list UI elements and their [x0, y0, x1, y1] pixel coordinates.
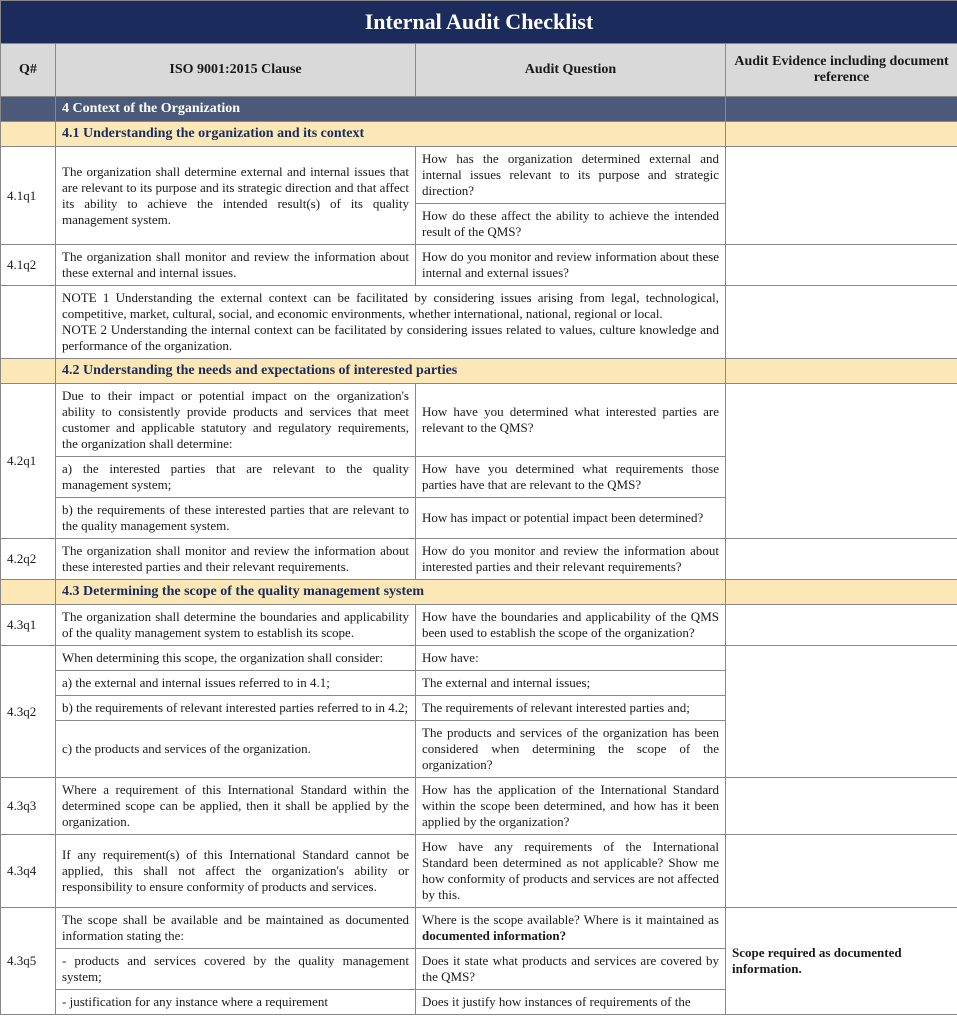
clause-43q5-a: - products and services covered by the q… [56, 949, 416, 990]
question-43q2-intro: How have: [416, 646, 726, 671]
clause-41q2: The organization shall monitor and revie… [56, 245, 416, 286]
title-row: Internal Audit Checklist [1, 1, 957, 44]
subsection-41-label: 4.1 Understanding the organization and i… [56, 122, 726, 147]
row-note-41: NOTE 1 Understanding the external contex… [1, 286, 957, 359]
row-41q2: 4.1q2 The organization shall monitor and… [1, 245, 957, 286]
section-4-label: 4 Context of the Organization [56, 97, 726, 122]
clause-43q4: If any requirement(s) of this Internatio… [56, 835, 416, 908]
q-41q2: 4.1q2 [1, 245, 56, 286]
row-43q1: 4.3q1 The organization shall determine t… [1, 605, 957, 646]
q-42q2: 4.2q2 [1, 539, 56, 580]
question-43q2-b: The requirements of relevant interested … [416, 696, 726, 721]
q-43q2: 4.3q2 [1, 646, 56, 778]
header-q: Q# [1, 44, 56, 97]
clause-43q3: Where a requirement of this Internationa… [56, 778, 416, 835]
clause-43q5-b: - justification for any instance where a… [56, 990, 416, 1015]
row-43q4: 4.3q4 If any requirement(s) of this Inte… [1, 835, 957, 908]
subsection-42: 4.2 Understanding the needs and expectat… [1, 359, 957, 384]
header-clause: ISO 9001:2015 Clause [56, 44, 416, 97]
question-41q1-1: How has the organization determined exte… [416, 147, 726, 204]
question-43q3: How has the application of the Internati… [416, 778, 726, 835]
question-43q5-intro: Where is the scope available? Where is i… [416, 908, 726, 949]
question-42q2: How do you monitor and review the inform… [416, 539, 726, 580]
header-evidence: Audit Evidence including document refere… [726, 44, 957, 97]
q-41q1: 4.1q1 [1, 147, 56, 245]
page-title: Internal Audit Checklist [1, 1, 957, 44]
question-43q2-c: The products and services of the organiz… [416, 721, 726, 778]
evidence-41q1 [726, 147, 957, 245]
question-41q2: How do you monitor and review informatio… [416, 245, 726, 286]
subsection-42-label: 4.2 Understanding the needs and expectat… [56, 359, 726, 384]
note-41: NOTE 1 Understanding the external contex… [56, 286, 726, 359]
clause-42q2: The organization shall monitor and revie… [56, 539, 416, 580]
question-42q1-2: How have you determined what requirement… [416, 457, 726, 498]
row-43q3: 4.3q3 Where a requirement of this Intern… [1, 778, 957, 835]
clause-43q2-c: c) the products and services of the orga… [56, 721, 416, 778]
clause-43q2-b: b) the requirements of relevant interest… [56, 696, 416, 721]
question-43q5-a: Does it state what products and services… [416, 949, 726, 990]
audit-checklist-table: Internal Audit Checklist Q# ISO 9001:201… [0, 0, 957, 1015]
clause-43q2-intro: When determining this scope, the organiz… [56, 646, 416, 671]
evidence-43q4 [726, 835, 957, 908]
row-42q2: 4.2q2 The organization shall monitor and… [1, 539, 957, 580]
header-row: Q# ISO 9001:2015 Clause Audit Question A… [1, 44, 957, 97]
question-43q5-b: Does it justify how instances of require… [416, 990, 726, 1015]
section-4-header: 4 Context of the Organization [1, 97, 957, 122]
clause-42q1-a: a) the interested parties that are relev… [56, 457, 416, 498]
question-43q2-a: The external and internal issues; [416, 671, 726, 696]
evidence-41q2 [726, 245, 957, 286]
q-42q1: 4.2q1 [1, 384, 56, 539]
evidence-43q1 [726, 605, 957, 646]
row-43q5-a: 4.3q5 The scope shall be available and b… [1, 908, 957, 949]
clause-43q2-a: a) the external and internal issues refe… [56, 671, 416, 696]
evidence-43q3 [726, 778, 957, 835]
clause-43q5-intro: The scope shall be available and be main… [56, 908, 416, 949]
q-43q5: 4.3q5 [1, 908, 56, 1015]
clause-42q1-b: b) the requirements of these interested … [56, 498, 416, 539]
subsection-43: 4.3 Determining the scope of the quality… [1, 580, 957, 605]
question-43q4: How have any requirements of the Interna… [416, 835, 726, 908]
row-43q2-a: 4.3q2 When determining this scope, the o… [1, 646, 957, 671]
row-41q1-a: 4.1q1 The organization shall determine e… [1, 147, 957, 204]
clause-42q1-intro: Due to their impact or potential impact … [56, 384, 416, 457]
evidence-43q2 [726, 646, 957, 778]
evidence-43q5: Scope required as documented information… [726, 908, 957, 1015]
evidence-42q1 [726, 384, 957, 539]
row-42q1-a: 4.2q1 Due to their impact or potential i… [1, 384, 957, 457]
subsection-43-label: 4.3 Determining the scope of the quality… [56, 580, 726, 605]
clause-41q1: The organization shall determine externa… [56, 147, 416, 245]
clause-43q1: The organization shall determine the bou… [56, 605, 416, 646]
evidence-42q2 [726, 539, 957, 580]
subsection-41: 4.1 Understanding the organization and i… [1, 122, 957, 147]
header-question: Audit Question [416, 44, 726, 97]
question-42q1-1: How have you determined what interested … [416, 384, 726, 457]
question-41q1-2: How do these affect the ability to achie… [416, 204, 726, 245]
q-43q4: 4.3q4 [1, 835, 56, 908]
q-43q1: 4.3q1 [1, 605, 56, 646]
question-42q1-3: How has impact or potential impact been … [416, 498, 726, 539]
question-43q1: How have the boundaries and applicabilit… [416, 605, 726, 646]
q-43q3: 4.3q3 [1, 778, 56, 835]
